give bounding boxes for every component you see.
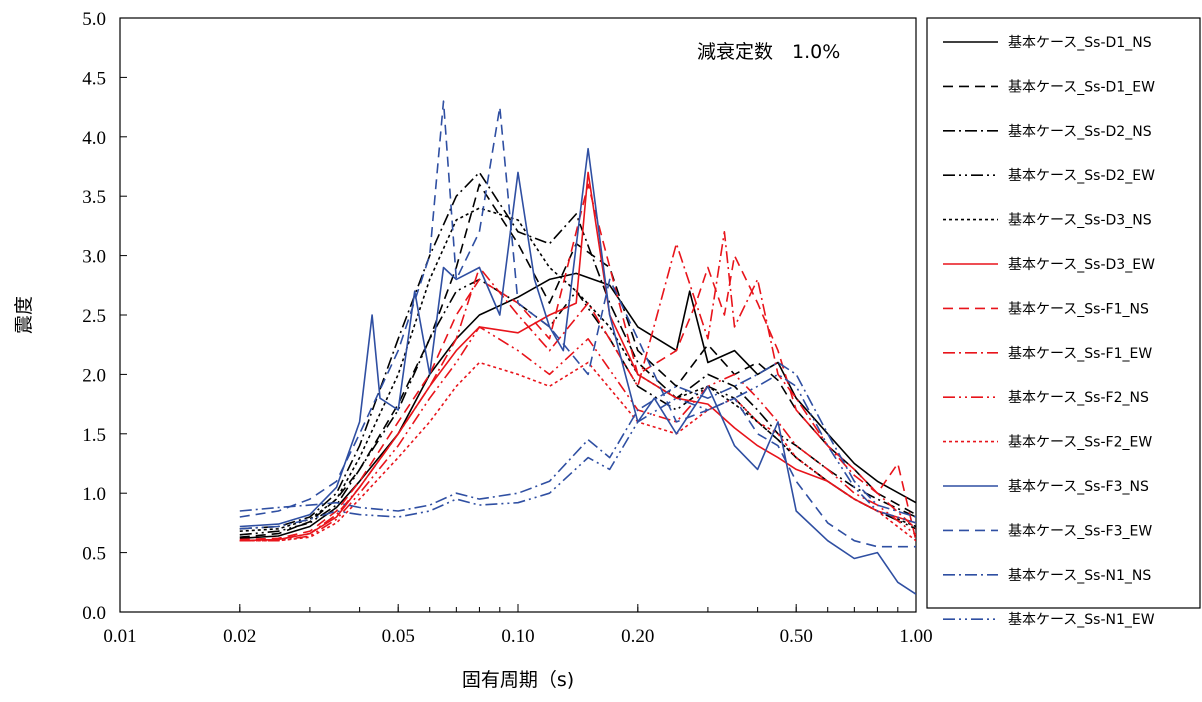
x-tick-label: 0.50 (780, 626, 813, 647)
legend-label: 基本ケース_Ss-D2_EW (1008, 167, 1155, 184)
y-tick-label: 1.5 (82, 425, 106, 446)
legend-label: 基本ケース_Ss-F2_NS (1008, 389, 1149, 406)
legend-label: 基本ケース_Ss-F1_EW (1008, 345, 1152, 362)
x-tick-label: 0.02 (223, 626, 256, 647)
y-tick-label: 3.5 (82, 187, 106, 208)
y-tick-label: 2.0 (82, 365, 106, 386)
legend-label: 基本ケース_Ss-D2_NS (1008, 123, 1152, 140)
y-tick-label: 3.0 (82, 247, 106, 268)
plot-area (119, 17, 917, 613)
x-tick-label: 0.10 (501, 626, 534, 647)
x-tick-label: 0.01 (103, 626, 136, 647)
legend-label: 基本ケース_Ss-D3_EW (1008, 256, 1155, 273)
y-tick-label: 0.5 (82, 544, 106, 565)
y-tick-label: 1.0 (82, 484, 106, 505)
legend-label: 基本ケース_Ss-N1_EW (1008, 611, 1155, 628)
legend-label: 基本ケース_Ss-D1_EW (1008, 78, 1155, 95)
legend-label: 基本ケース_Ss-F3_NS (1008, 478, 1149, 495)
series-line-10 (239, 147, 916, 595)
y-tick-label: 4.0 (82, 128, 106, 149)
series-line-1 (239, 183, 916, 538)
x-tick-label: 0.20 (621, 626, 654, 647)
legend-label: 基本ケース_Ss-F1_NS (1008, 300, 1149, 317)
legend-label: 基本ケース_Ss-D1_NS (1008, 34, 1152, 51)
series-line-6 (239, 183, 916, 541)
series-line-8 (239, 326, 916, 542)
series-line-13 (239, 373, 916, 530)
y-tick-label: 0.0 (82, 603, 106, 624)
legend-box (926, 17, 1201, 609)
series-line-9 (239, 361, 916, 542)
x-tick-label: 1.00 (899, 626, 932, 647)
series-line-7 (239, 231, 916, 542)
series-line-0 (239, 272, 916, 540)
x-axis-title: 固有周期（s) (462, 669, 574, 691)
y-axis-title: 震度 (13, 296, 35, 334)
legend-label: 基本ケース_Ss-F2_EW (1008, 434, 1152, 451)
y-tick-label: 4.5 (82, 68, 106, 89)
annotation-label: 減衰定数 1.0% (697, 41, 840, 63)
series-line-12 (239, 361, 916, 518)
series-line-11 (239, 100, 916, 548)
x-tick-label: 0.05 (382, 626, 415, 647)
legend-label: 基本ケース_Ss-N1_NS (1008, 567, 1151, 584)
y-tick-label: 5.0 (82, 9, 106, 30)
legend-label: 基本ケース_Ss-F3_EW (1008, 522, 1152, 539)
y-tick-label: 2.5 (82, 306, 106, 327)
legend-label: 基本ケース_Ss-D3_NS (1008, 212, 1152, 229)
